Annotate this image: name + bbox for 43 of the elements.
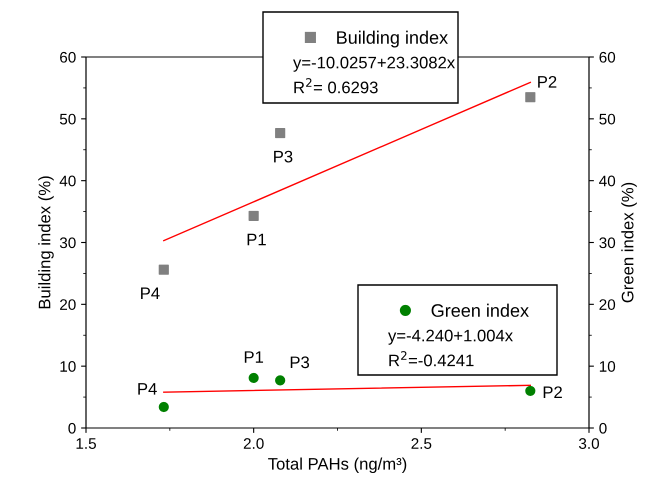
point	[248, 210, 259, 221]
legend-label: Building index	[337, 30, 448, 48]
point	[275, 128, 286, 138]
y2-tick-label: 50	[599, 114, 616, 125]
y2-tick-label: 20	[599, 299, 616, 310]
y-tick-label: 60	[60, 52, 76, 63]
x-tick-label: 1.5	[76, 438, 96, 449]
annotation: R$^{2}$=-0.4241	[389, 351, 474, 366]
y-tick-label: 50	[60, 114, 76, 125]
point	[275, 375, 286, 386]
annotation: y=-10.0257+23.3082x	[293, 56, 455, 72]
annotation: P2	[544, 386, 562, 398]
annotation: P2	[538, 76, 556, 88]
y2-tick-label: 10	[600, 361, 616, 372]
y2-tick-label: 30	[599, 237, 616, 248]
annotation: R$^{2}$= 0.6293	[294, 78, 378, 94]
annotation: P3	[274, 150, 292, 163]
y2-tick-label: 0	[599, 422, 607, 434]
point	[158, 264, 169, 275]
annotation: y=-4.240+1.004x	[388, 330, 513, 345]
x-tick-label: 3.0	[578, 438, 600, 449]
annotation: P1	[244, 351, 264, 363]
y-axis-title: Building index (%)	[38, 176, 54, 308]
y-tick-label: 10	[60, 361, 76, 372]
point	[525, 386, 536, 396]
annotation: P1	[248, 234, 266, 246]
y2-axis-title: Green index (%)	[621, 182, 637, 302]
x-axis-title: Total PAHs (ng/m³)	[268, 458, 406, 474]
point	[158, 402, 169, 412]
legend-label: Green index	[432, 304, 529, 317]
annotation: P4	[141, 288, 160, 300]
y-tick-label: 20	[60, 299, 76, 310]
x-tick-label: 2.5	[411, 438, 432, 449]
y-tick-label: 0	[68, 422, 76, 434]
point	[248, 372, 259, 383]
annotation: P4	[138, 383, 157, 395]
y-tick-label: 40	[60, 176, 76, 186]
y2-tick-label: 60	[600, 52, 616, 63]
annotation: P3	[290, 356, 310, 368]
y2-tick-label: 40	[599, 176, 616, 186]
point	[525, 92, 536, 102]
x-tick-label: 2.0	[244, 438, 264, 449]
y-tick-label: 30	[60, 237, 76, 248]
